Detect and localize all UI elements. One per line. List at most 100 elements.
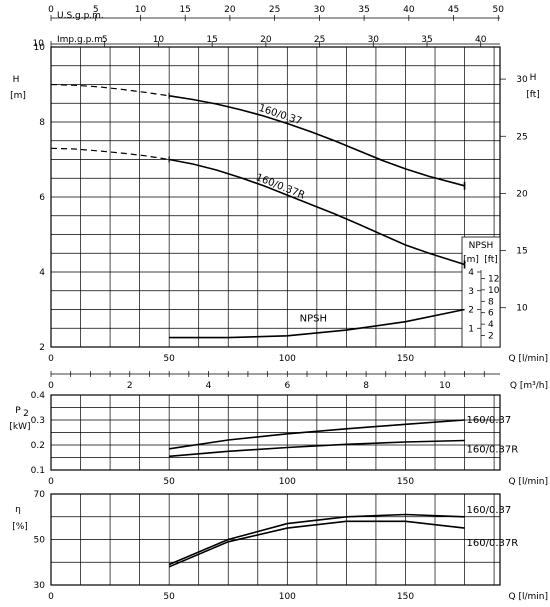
h-axis-tick-label: 4 xyxy=(39,268,45,278)
m3h-tick-label: 2 xyxy=(127,381,133,391)
npsh-ft-tick-label: 8 xyxy=(488,297,494,307)
power-curve-label: 160/0.37 xyxy=(467,415,512,426)
imp-gpm-label: Imp.g.p.m. xyxy=(57,35,106,45)
q-axis-tick-label: 50 xyxy=(163,477,175,487)
head-curve xyxy=(169,95,465,187)
efficiency-curve-label: 160/0.37R xyxy=(467,538,519,549)
npsh-m-tick-label: 4 xyxy=(468,268,474,278)
imp-gpm-tick-label: 40 xyxy=(475,35,487,45)
eta-axis-tick-label: 50 xyxy=(34,536,46,546)
us-gpm-tick-label: 0 xyxy=(48,5,54,15)
p2-axis-label: P xyxy=(15,406,21,416)
h-axis-unit: [m] xyxy=(10,91,26,101)
p2-axis-unit: [kW] xyxy=(9,422,30,432)
us-gpm-tick-label: 35 xyxy=(358,5,369,15)
curve-label: 160/0.37 xyxy=(257,103,303,128)
head-panel-frame xyxy=(50,46,501,348)
ft-tick-label: 20 xyxy=(516,189,528,199)
npsh-unit-m: [m] xyxy=(463,255,479,265)
imp-gpm-tick-label: 20 xyxy=(260,35,272,45)
npsh-curve-label: NPSH xyxy=(300,313,327,324)
us-gpm-tick-label: 15 xyxy=(179,5,190,15)
h-axis-tick-label: 8 xyxy=(39,118,45,128)
ft-tick-label: 25 xyxy=(516,132,527,142)
eta-axis-tick-label: 70 xyxy=(34,490,46,500)
eta-axis-label: η xyxy=(15,505,21,515)
q-axis-tick-label: 0 xyxy=(48,592,54,602)
npsh-m-tick-label: 2 xyxy=(468,306,474,316)
head-curve xyxy=(169,158,465,266)
npsh-unit-ft: [ft] xyxy=(484,255,498,265)
us-gpm-tick-label: 30 xyxy=(314,5,326,15)
npsh-m-tick-label: 3 xyxy=(468,287,474,297)
ft-tick-label: 15 xyxy=(516,247,527,257)
imp-gpm-tick-label: 15 xyxy=(206,35,217,45)
m3h-axis-label: Q [m³/h] xyxy=(510,381,548,391)
efficiency-curve xyxy=(168,520,465,568)
power-curve-label: 160/0.37R xyxy=(467,445,519,456)
h-axis-tick-label: 10 xyxy=(34,43,46,53)
m3h-tick-label: 6 xyxy=(284,381,290,391)
h-right-label: H xyxy=(530,73,537,83)
p2-axis-tick-label: 0.3 xyxy=(31,416,45,426)
eta-axis-unit: [%] xyxy=(12,522,28,532)
h-axis-tick-label: 6 xyxy=(39,193,45,203)
npsh-ft-tick-label: 10 xyxy=(488,286,500,296)
us-gpm-tick-label: 50 xyxy=(493,5,505,15)
q-axis-tick-label: 100 xyxy=(279,592,296,602)
p2-axis-tick-label: 0.2 xyxy=(31,441,45,451)
ft-tick-label: 30 xyxy=(516,75,528,85)
us-gpm-tick-label: 20 xyxy=(224,5,236,15)
m3h-tick-label: 4 xyxy=(206,381,212,391)
m3h-tick-label: 8 xyxy=(363,381,369,391)
power-curve xyxy=(169,419,465,450)
power-panel-frame xyxy=(50,394,501,471)
npsh-ft-tick-label: 12 xyxy=(488,274,499,284)
q-axis-tick-label: 50 xyxy=(163,354,175,364)
m3h-tick-label: 0 xyxy=(48,381,54,391)
h-axis-label: H xyxy=(13,75,20,85)
npsh-header: NPSH xyxy=(469,241,494,251)
power-curve xyxy=(169,439,465,458)
q-axis-tick-label: 150 xyxy=(397,592,414,602)
imp-gpm-tick-label: 35 xyxy=(421,35,432,45)
ft-tick-label: 10 xyxy=(516,304,528,314)
q-axis-tick-label: 150 xyxy=(397,354,414,364)
efficiency-curve-label: 160/0.37 xyxy=(467,505,512,516)
q-axis-tick-label: 0 xyxy=(48,354,54,364)
p2-axis-subscript: 2 xyxy=(23,409,29,419)
imp-gpm-tick-label: 30 xyxy=(368,35,380,45)
npsh-ft-tick-label: 4 xyxy=(488,320,494,330)
q-axis-label: Q [l/min] xyxy=(509,477,548,487)
q-axis-tick-label: 100 xyxy=(279,477,296,487)
npsh-ft-tick-label: 6 xyxy=(488,309,494,319)
m3h-tick-label: 10 xyxy=(439,381,451,391)
q-axis-tick-label: 100 xyxy=(279,354,296,364)
imp-gpm-tick-label: 25 xyxy=(314,35,325,45)
imp-gpm-tick-label: 5 xyxy=(102,35,108,45)
h-axis-tick-label: 2 xyxy=(39,343,45,353)
efficiency-curve xyxy=(168,513,465,566)
efficiency-panel-frame xyxy=(50,493,501,586)
p2-axis-tick-label: 0.4 xyxy=(31,391,46,401)
h-right-unit: [ft] xyxy=(526,90,540,100)
q-axis-label: Q [l/min] xyxy=(509,592,548,602)
imp-gpm-tick-label: 10 xyxy=(153,35,165,45)
q-axis-tick-label: 0 xyxy=(48,477,54,487)
npsh-curve xyxy=(169,308,465,339)
npsh-m-tick-label: 1 xyxy=(468,324,474,334)
us-gpm-tick-label: 5 xyxy=(93,5,99,15)
us-gpm-tick-label: 45 xyxy=(448,5,459,15)
q-axis-tick-label: 150 xyxy=(397,477,414,487)
us-gpm-label: U.S.g.p.m. xyxy=(57,11,104,21)
h-axis-tick-label: 10 xyxy=(33,39,45,49)
us-gpm-tick-label: 40 xyxy=(403,5,415,15)
npsh-ft-tick-label: 2 xyxy=(488,332,494,342)
us-gpm-tick-label: 10 xyxy=(135,5,147,15)
us-gpm-tick-label: 25 xyxy=(269,5,280,15)
q-axis-label: Q [l/min] xyxy=(509,354,548,364)
p2-axis-tick-label: 0.1 xyxy=(31,466,45,476)
eta-axis-tick-label: 30 xyxy=(34,581,46,591)
q-axis-tick-label: 50 xyxy=(163,592,175,602)
